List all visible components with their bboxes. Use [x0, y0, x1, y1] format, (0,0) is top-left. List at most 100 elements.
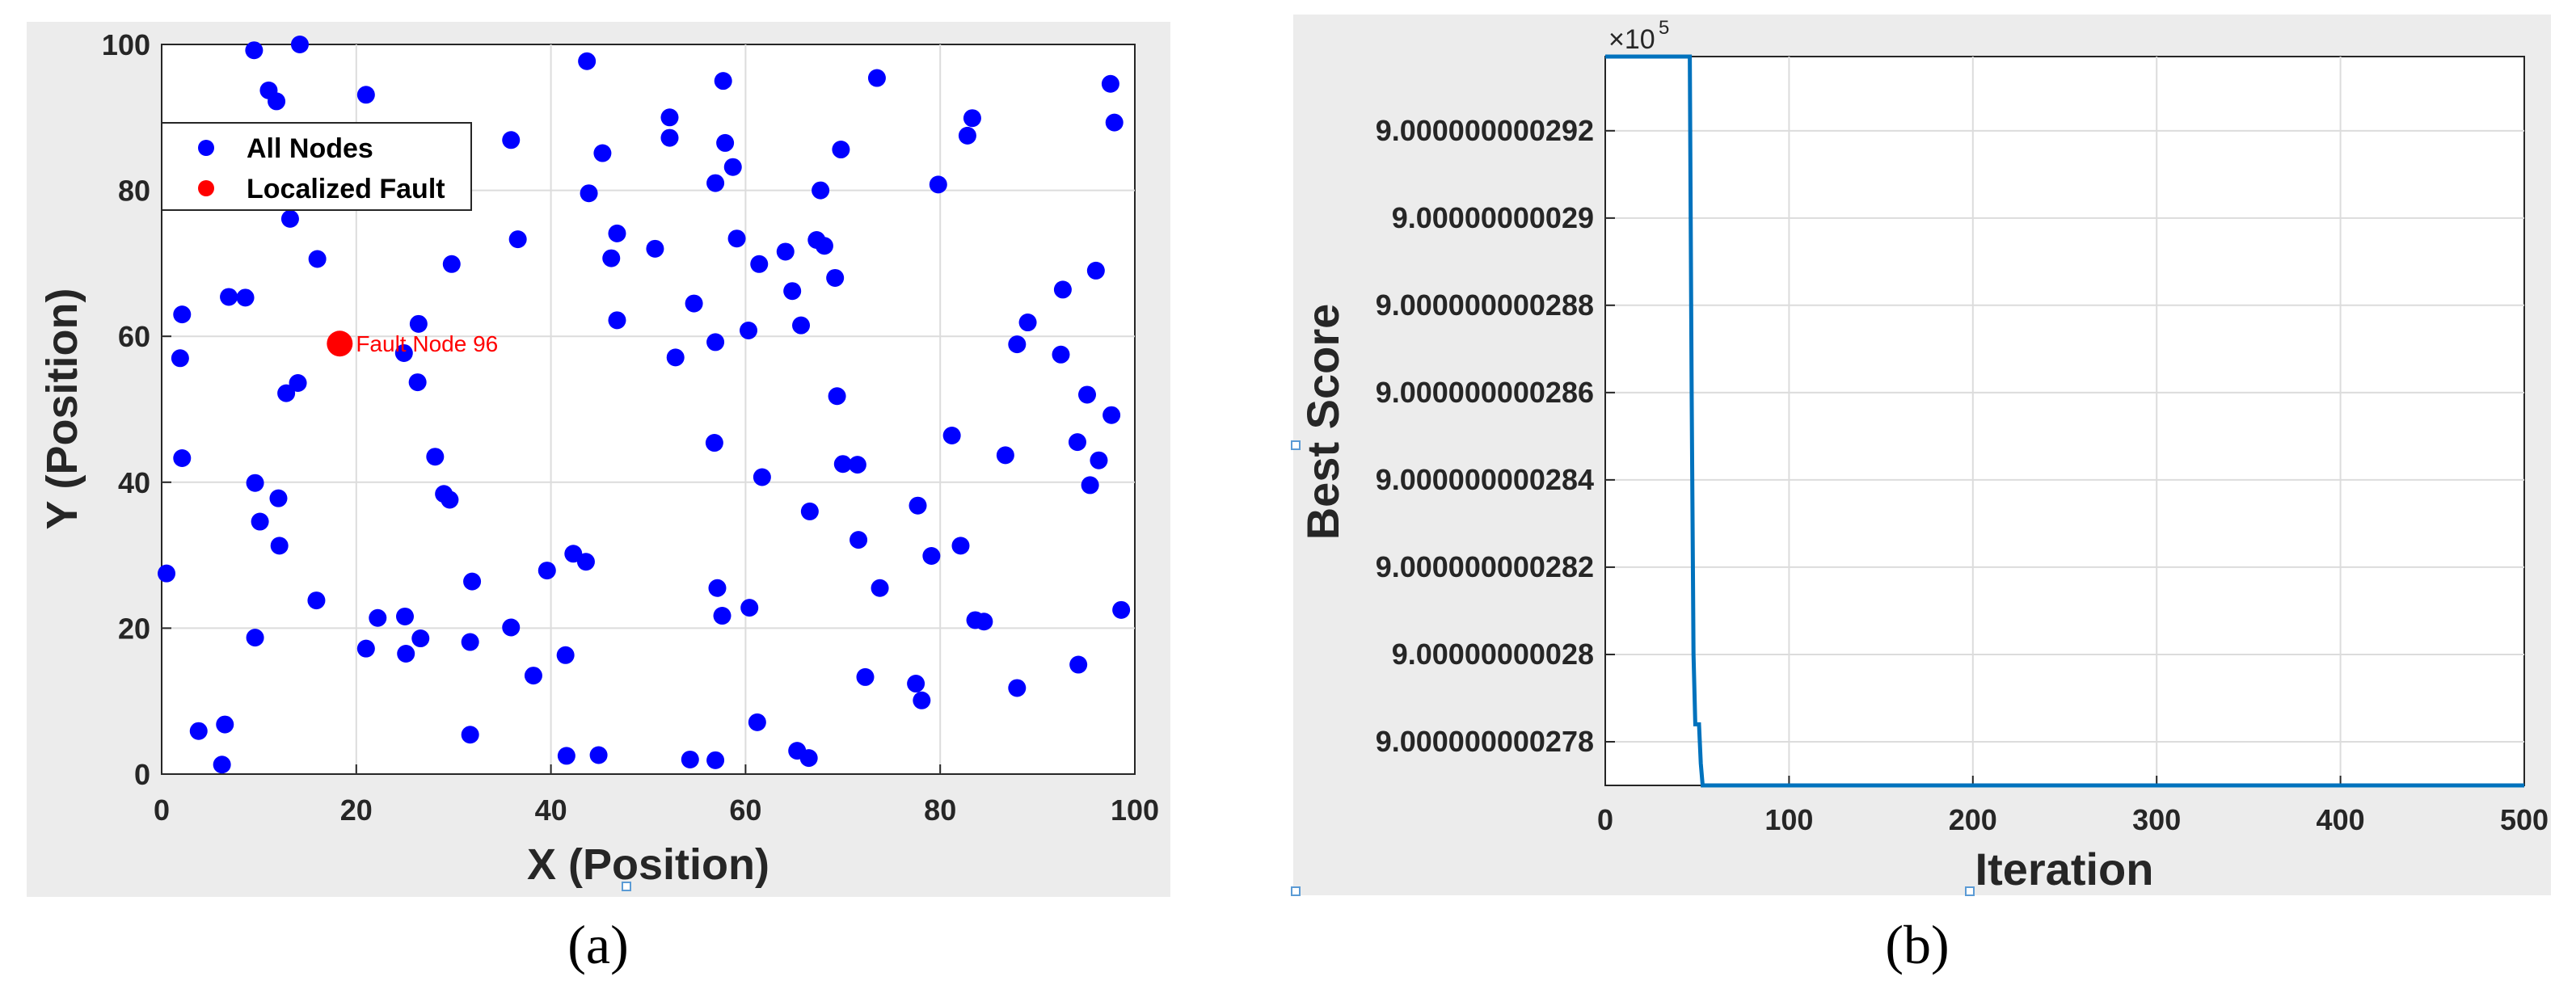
- node-point: [850, 531, 868, 549]
- node-point: [922, 547, 941, 566]
- node-point: [748, 713, 766, 731]
- node-point: [394, 343, 413, 362]
- y-tick-label: 60: [118, 320, 150, 353]
- y-tick-label: 9.00000000029: [1392, 201, 1594, 234]
- y-tick-label: 0: [134, 758, 150, 791]
- node-point: [975, 612, 993, 631]
- node-point: [463, 572, 482, 591]
- x-tick-label: 60: [729, 793, 761, 827]
- selection-handle[interactable]: [1291, 440, 1301, 450]
- node-point: [576, 553, 595, 571]
- node-point: [538, 562, 556, 580]
- panel-b-line-chart: 0 100 200 300 400 500 9.000000000278 9.00000000…: [622, 15, 2551, 896]
- node-point: [1081, 476, 1099, 495]
- node-point: [216, 715, 234, 734]
- node-point: [705, 434, 723, 452]
- legend-marker-all-nodes: [198, 140, 214, 156]
- caption-a: (a): [567, 914, 628, 975]
- y-tick-label: 9.000000000288: [1376, 288, 1594, 322]
- y-exponent-base: ×10: [1608, 24, 1655, 55]
- panel-b-plot-area: [1604, 56, 2525, 786]
- node-point: [269, 489, 288, 507]
- selection-handle[interactable]: [1291, 886, 1301, 896]
- x-tick-label: 20: [340, 793, 373, 827]
- node-point: [958, 126, 976, 145]
- node-point: [608, 224, 626, 242]
- node-point: [608, 311, 626, 330]
- node-point: [963, 109, 981, 128]
- panel-a-x-axis-label: X (Position): [527, 840, 769, 889]
- node-point: [727, 229, 746, 248]
- selection-handle[interactable]: [622, 882, 631, 891]
- node-point: [714, 72, 732, 90]
- node-point: [871, 579, 889, 597]
- node-point: [1105, 113, 1124, 132]
- x-tick-label: 100: [1764, 803, 1813, 836]
- node-point: [660, 128, 679, 147]
- node-point: [913, 691, 931, 709]
- node-point: [1090, 451, 1108, 469]
- x-tick-label: 100: [1111, 793, 1159, 827]
- node-point: [277, 384, 296, 402]
- x-tick-label: 400: [2317, 803, 2365, 836]
- node-point: [356, 639, 375, 658]
- panel-b-y-axis-label: Best Score: [1297, 304, 1348, 541]
- node-point: [740, 599, 759, 617]
- y-tick-label: 100: [102, 28, 150, 61]
- legend-marker-localized-fault: [198, 180, 214, 196]
- selection-handle[interactable]: [1965, 886, 1975, 896]
- node-point: [812, 181, 830, 200]
- node-point: [951, 537, 970, 555]
- node-point: [580, 184, 598, 203]
- panel-a-legend: All Nodes Localized Fault: [161, 122, 472, 211]
- node-point: [593, 144, 612, 162]
- node-point: [524, 667, 542, 685]
- node-point: [397, 645, 415, 663]
- node-point: [706, 751, 725, 769]
- node-point: [556, 646, 575, 664]
- panel-a-data-points: [158, 36, 1131, 774]
- node-point: [369, 608, 387, 627]
- node-point: [815, 237, 833, 255]
- panel-a-gridlines: [161, 44, 1136, 775]
- node-point: [706, 333, 725, 351]
- x-tick-label: 80: [924, 793, 956, 827]
- node-point: [723, 158, 742, 176]
- node-point: [268, 92, 286, 111]
- node-point: [833, 455, 852, 474]
- node-point: [158, 564, 176, 583]
- panel-a-scatter-chart: 0 20 40 60 80 100 0 20 40 60 80 100 Fault Node 96 X…: [27, 22, 1170, 897]
- node-point: [396, 607, 414, 625]
- node-point: [411, 629, 430, 648]
- y-tick-label: 80: [118, 175, 150, 208]
- node-point: [289, 373, 307, 392]
- node-point: [220, 288, 238, 306]
- node-point: [270, 537, 289, 555]
- node-point: [685, 294, 703, 313]
- node-point: [1102, 406, 1121, 424]
- y-tick-label: 9.000000000282: [1376, 550, 1594, 583]
- node-point: [646, 239, 664, 258]
- node-point: [502, 131, 521, 149]
- node-point: [1086, 261, 1105, 280]
- node-point: [1018, 314, 1037, 332]
- node-point: [799, 749, 818, 768]
- node-point: [1068, 433, 1086, 452]
- node-point: [800, 502, 819, 520]
- x-tick-label: 500: [2500, 803, 2549, 836]
- node-point: [1008, 679, 1027, 697]
- node-point: [848, 456, 866, 474]
- y-tick-label: 9.00000000028: [1392, 638, 1594, 671]
- panel-b-x-axis-label: Iteration: [1975, 844, 2154, 894]
- node-point: [213, 756, 231, 774]
- node-point: [246, 629, 264, 647]
- node-point: [708, 579, 727, 597]
- node-point: [602, 249, 621, 267]
- legend-label-all-nodes: All Nodes: [247, 133, 373, 164]
- node-point: [750, 255, 769, 273]
- node-point: [251, 512, 269, 531]
- y-tick-label: 9.000000000284: [1376, 463, 1594, 496]
- node-point: [426, 448, 445, 466]
- legend-box: [161, 122, 472, 211]
- node-point: [716, 133, 735, 152]
